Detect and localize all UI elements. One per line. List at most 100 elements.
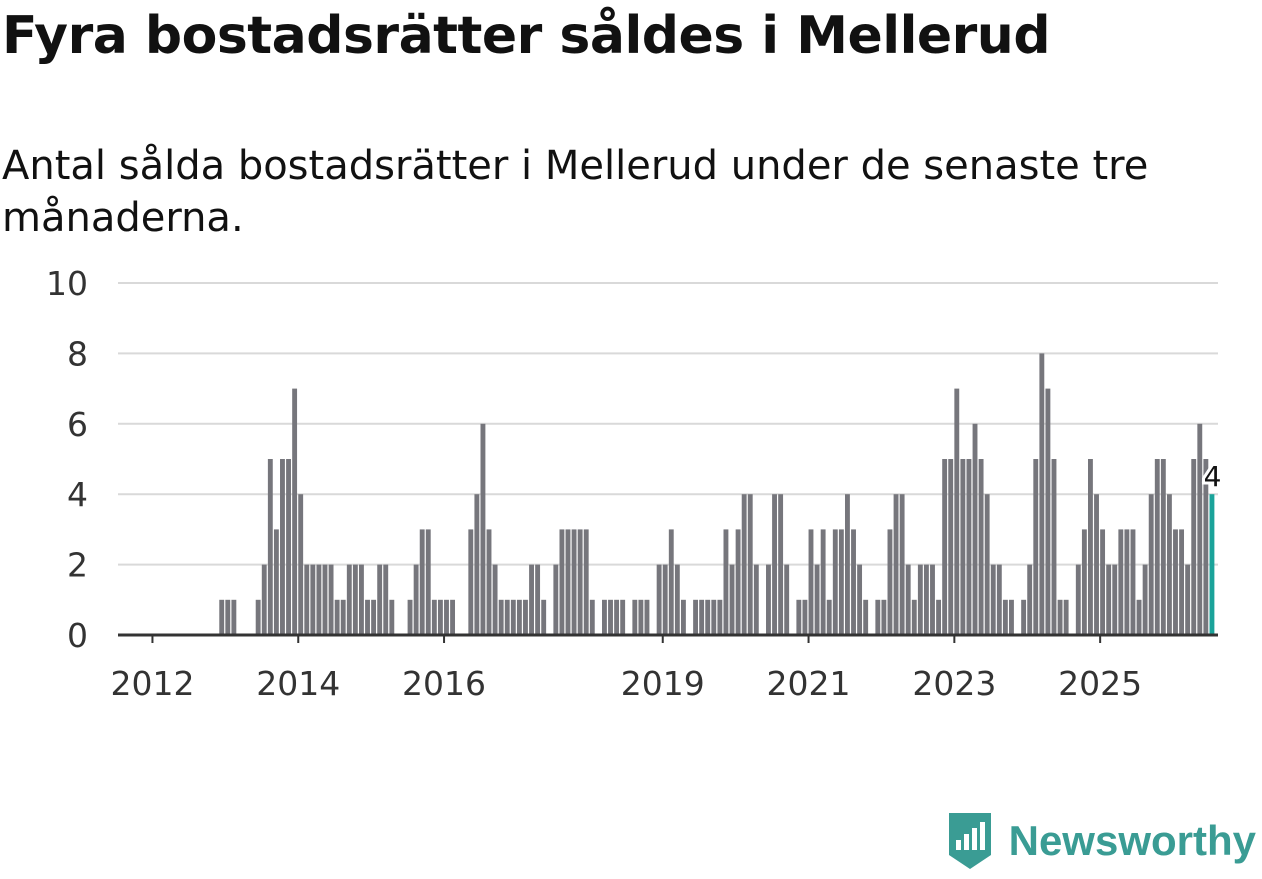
bar [893,494,899,635]
bar [826,599,832,635]
bar [589,599,595,635]
bar [383,564,389,635]
bar [431,599,437,635]
bar [863,599,869,635]
bar [741,494,747,635]
bar [535,564,541,635]
bar [498,599,504,635]
bar [340,599,346,635]
bar [553,564,559,635]
bar [978,459,984,635]
bar [711,599,717,635]
y-tick-label: 6 [67,405,88,444]
bar [1154,459,1160,635]
bar [273,529,279,635]
bar [723,529,729,635]
bar [972,423,978,635]
bar [583,529,589,635]
bar [1191,459,1197,635]
bar-latest [1209,494,1215,635]
bar [845,494,850,635]
bar [437,599,443,635]
bar [1075,564,1081,635]
bar [492,564,498,635]
labels: 0 2 4 6 8 10 2012 2014 2016 2019 2021 2023 2025 4 [46,264,1224,703]
bar [450,599,456,635]
x-tick-label: 2014 [256,664,340,703]
bar [1051,459,1057,635]
bar [1106,564,1112,635]
bar [231,599,237,635]
bar [638,599,644,635]
y-tick-label: 10 [46,264,88,303]
bar [662,564,668,635]
bar [1033,459,1039,635]
bar [747,494,753,635]
bar [444,599,449,635]
bar [1179,529,1185,635]
y-tick-label: 4 [67,475,88,514]
bar [881,599,887,635]
bar [753,564,759,635]
bar [1088,459,1093,635]
bar [820,529,826,635]
bar [1009,599,1014,635]
bar [298,494,304,635]
bar [705,599,711,635]
bar [1136,599,1142,635]
bar [304,564,310,635]
bar [523,599,528,635]
y-tick-label: 0 [67,616,88,655]
bar [996,564,1002,635]
bar [1173,529,1178,635]
bar [923,564,929,635]
x-tick-label: 2016 [402,664,486,703]
bar [905,564,911,635]
bar [966,459,972,635]
bar [334,599,340,635]
bar [699,599,705,635]
bar [693,599,699,635]
bar [516,599,522,635]
bar [1081,529,1087,635]
bar [1094,494,1099,635]
bar [680,599,686,635]
bar [802,599,808,635]
bar [371,599,377,635]
bar [1197,423,1203,635]
bar [559,529,565,635]
bar [1021,599,1027,635]
newsworthy-logo-text: Newsworthy [1008,817,1256,864]
newsworthy-logo-icon [948,813,991,869]
bar [1039,353,1045,635]
bar [1185,564,1191,635]
bar [717,599,723,635]
newsworthy-logo[interactable]: Newsworthy [945,811,1256,871]
bar-chart: 0 2 4 6 8 10 2012 2014 2016 2019 2021 2023 2025 4 [46,264,1224,703]
bar [772,494,777,635]
bar [778,494,784,635]
bar [280,459,285,635]
bar [614,599,620,635]
y-tick-label: 2 [67,546,88,585]
bar [571,529,577,635]
bar [814,564,820,635]
bar [365,599,370,635]
bar [480,423,486,635]
bar [632,599,638,635]
bar [316,564,322,635]
bar [668,529,674,635]
bar [577,529,583,635]
bar [474,494,480,635]
bar [413,564,419,635]
y-tick-label: 8 [67,334,88,373]
x-tick-label: 2021 [767,664,851,703]
bar [486,529,492,635]
bar [735,529,741,635]
bar [1142,564,1148,635]
bar [1027,564,1033,635]
bar [911,599,917,635]
bar [808,529,814,635]
bar [510,599,516,635]
bar [1166,494,1172,635]
